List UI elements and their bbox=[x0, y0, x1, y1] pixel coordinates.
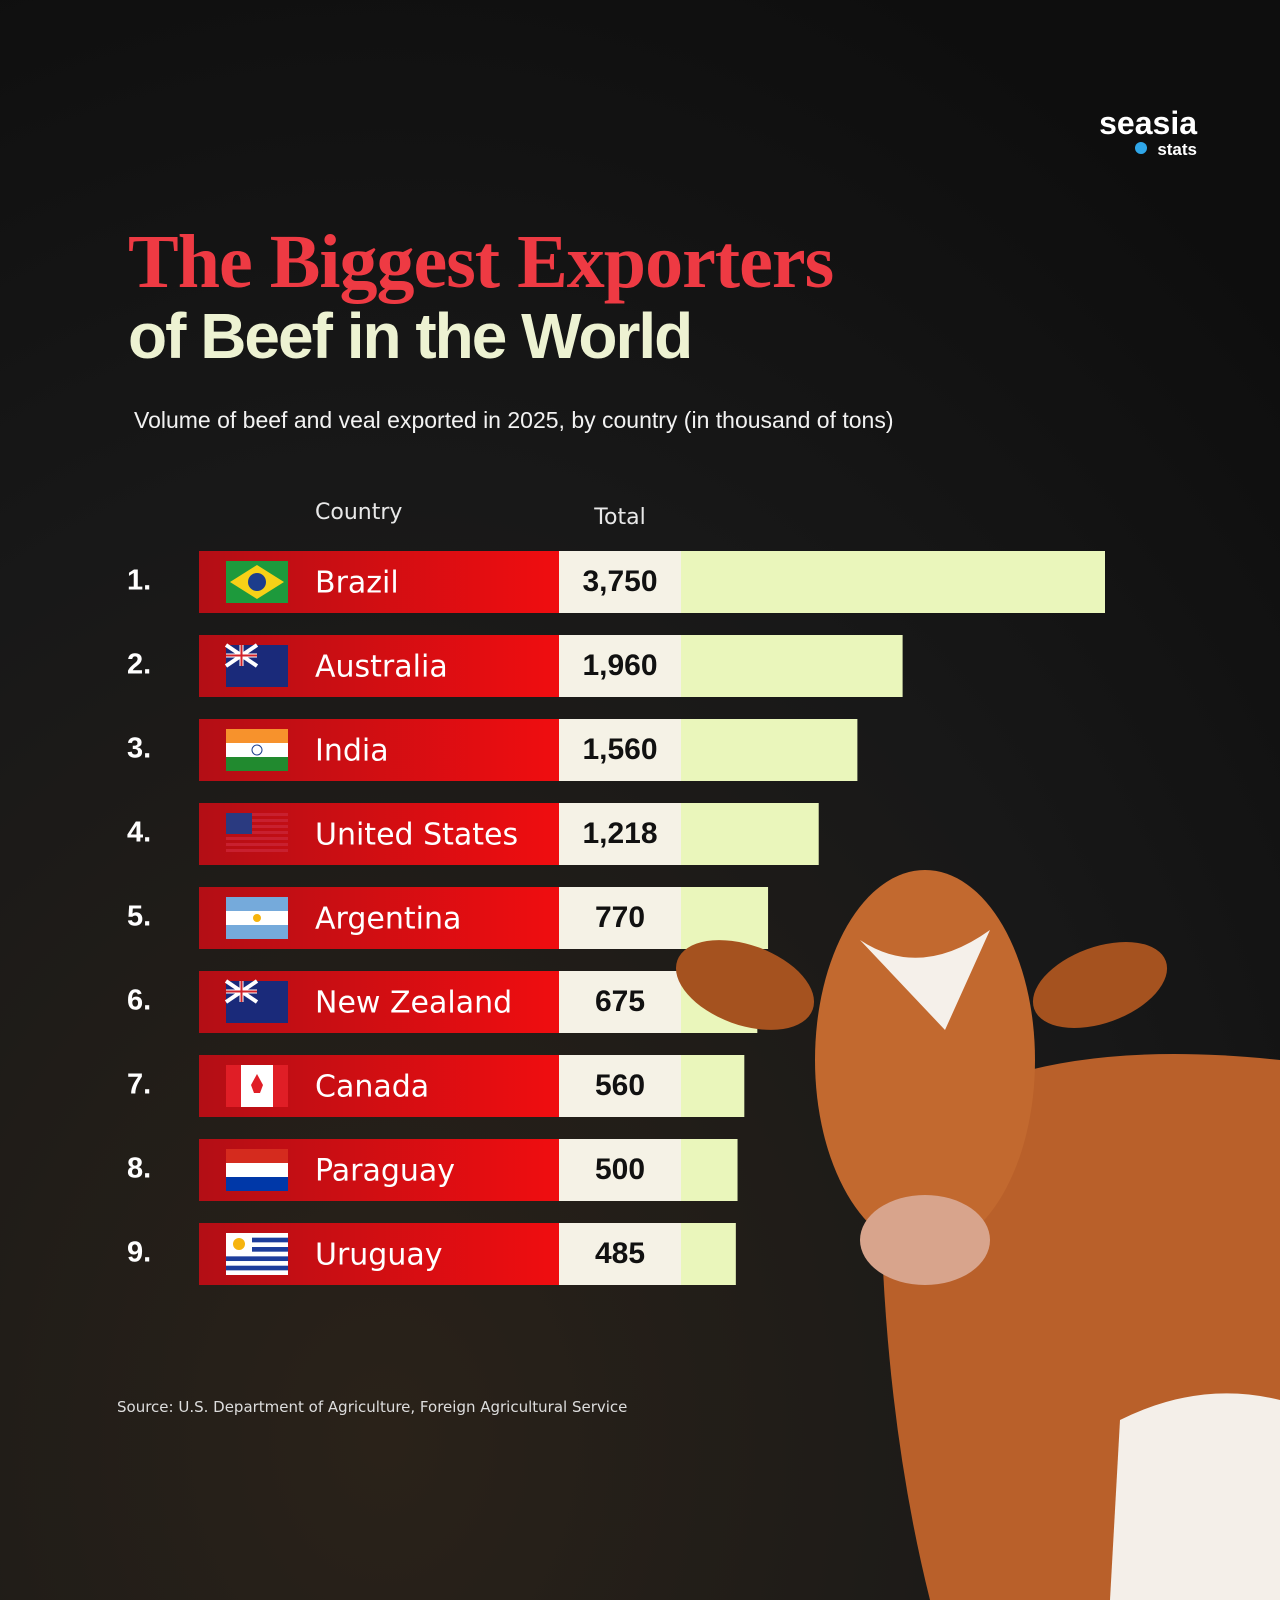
flag-part bbox=[226, 981, 257, 1002]
chart-title-line2: of Beef in the World bbox=[128, 300, 691, 372]
flag-part bbox=[226, 819, 288, 822]
chart-title: The Biggest Exporters bbox=[128, 220, 833, 304]
category-label: Canada bbox=[315, 1070, 429, 1105]
bar bbox=[681, 1139, 738, 1201]
value-label: 675 bbox=[595, 985, 645, 1018]
flag bbox=[226, 897, 288, 939]
column-header: Total bbox=[593, 505, 645, 530]
flag-part bbox=[251, 1074, 263, 1093]
flag-part bbox=[226, 925, 288, 939]
flag-part bbox=[226, 831, 288, 834]
flag bbox=[226, 1065, 288, 1107]
bar bbox=[681, 887, 769, 949]
flag-part bbox=[226, 843, 288, 846]
value-label: 560 bbox=[595, 1069, 645, 1102]
flag-part bbox=[226, 729, 288, 743]
value-cell bbox=[559, 1139, 681, 1201]
flag-part bbox=[248, 573, 266, 591]
bar bbox=[681, 1055, 745, 1117]
flag bbox=[226, 561, 288, 603]
flag-part bbox=[226, 1256, 288, 1262]
value-cell bbox=[559, 1223, 681, 1285]
flag-part bbox=[233, 1238, 245, 1250]
flag-part bbox=[253, 914, 261, 922]
value-cell bbox=[559, 971, 681, 1033]
value-cell bbox=[559, 719, 681, 781]
flag-part bbox=[226, 1163, 288, 1177]
value-cell bbox=[559, 1055, 681, 1117]
category-label: Australia bbox=[315, 650, 448, 685]
flag bbox=[226, 813, 288, 852]
value-cell bbox=[559, 551, 681, 613]
value-cell bbox=[559, 887, 681, 949]
value-label: 1,560 bbox=[582, 733, 657, 766]
rank-label: 2. bbox=[127, 649, 151, 681]
value-cell bbox=[559, 635, 681, 697]
value-label: 3,750 bbox=[582, 565, 657, 598]
flag-part bbox=[226, 897, 288, 911]
rank-label: 3. bbox=[127, 733, 151, 765]
bar bbox=[681, 1223, 736, 1285]
value-cell bbox=[559, 803, 681, 865]
flag-part bbox=[226, 1149, 288, 1163]
rank-label: 8. bbox=[127, 1153, 151, 1185]
value-label: 770 bbox=[595, 901, 645, 934]
flag-part bbox=[226, 813, 252, 834]
bar bbox=[681, 635, 903, 697]
flag-part bbox=[251, 744, 263, 756]
bar bbox=[681, 803, 819, 865]
rank-label: 5. bbox=[127, 901, 151, 933]
flag-part bbox=[226, 743, 288, 757]
flag bbox=[226, 1233, 288, 1275]
rank-label: 1. bbox=[127, 565, 151, 597]
value-label: 1,960 bbox=[582, 649, 657, 682]
flag bbox=[224, 979, 288, 1023]
rank-label: 6. bbox=[127, 985, 151, 1017]
category-label: Uruguay bbox=[315, 1238, 443, 1273]
flag bbox=[224, 643, 288, 687]
category-label: India bbox=[315, 734, 389, 769]
rank-label: 4. bbox=[127, 817, 151, 849]
flag-part bbox=[226, 645, 257, 666]
flag-part bbox=[226, 1237, 288, 1243]
flag-part bbox=[226, 849, 288, 852]
column-header: Country bbox=[315, 500, 402, 525]
logo-name: seasia bbox=[1099, 105, 1197, 141]
source: Source: U.S. Department of Agriculture, … bbox=[117, 1398, 627, 1416]
flag bbox=[226, 1149, 288, 1191]
category-label: Argentina bbox=[315, 902, 461, 937]
flag-part bbox=[226, 825, 288, 828]
flag-part bbox=[226, 1265, 288, 1271]
bar bbox=[681, 719, 858, 781]
cow-illustration bbox=[675, 870, 1280, 1600]
rank-label: 7. bbox=[127, 1069, 151, 1101]
flag-part bbox=[226, 837, 288, 840]
category-label: United States bbox=[315, 818, 518, 853]
value-label: 485 bbox=[595, 1237, 645, 1270]
flag-part bbox=[226, 813, 288, 816]
flag-part bbox=[226, 757, 288, 771]
logo-dot bbox=[1135, 142, 1147, 154]
flag bbox=[226, 729, 288, 771]
category-label: New Zealand bbox=[315, 986, 512, 1021]
value-label: 1,218 bbox=[582, 817, 657, 850]
flag-part bbox=[226, 1177, 288, 1191]
logo-sub: stats bbox=[1157, 140, 1197, 159]
value-label: 500 bbox=[595, 1153, 645, 1186]
rank-label: 9. bbox=[127, 1237, 151, 1269]
bar bbox=[681, 551, 1105, 613]
flag-part bbox=[226, 1247, 288, 1252]
chart-subtitle: Volume of beef and veal exported in 2025… bbox=[134, 407, 894, 433]
category-label: Brazil bbox=[315, 566, 399, 601]
category-label: Paraguay bbox=[315, 1154, 455, 1189]
